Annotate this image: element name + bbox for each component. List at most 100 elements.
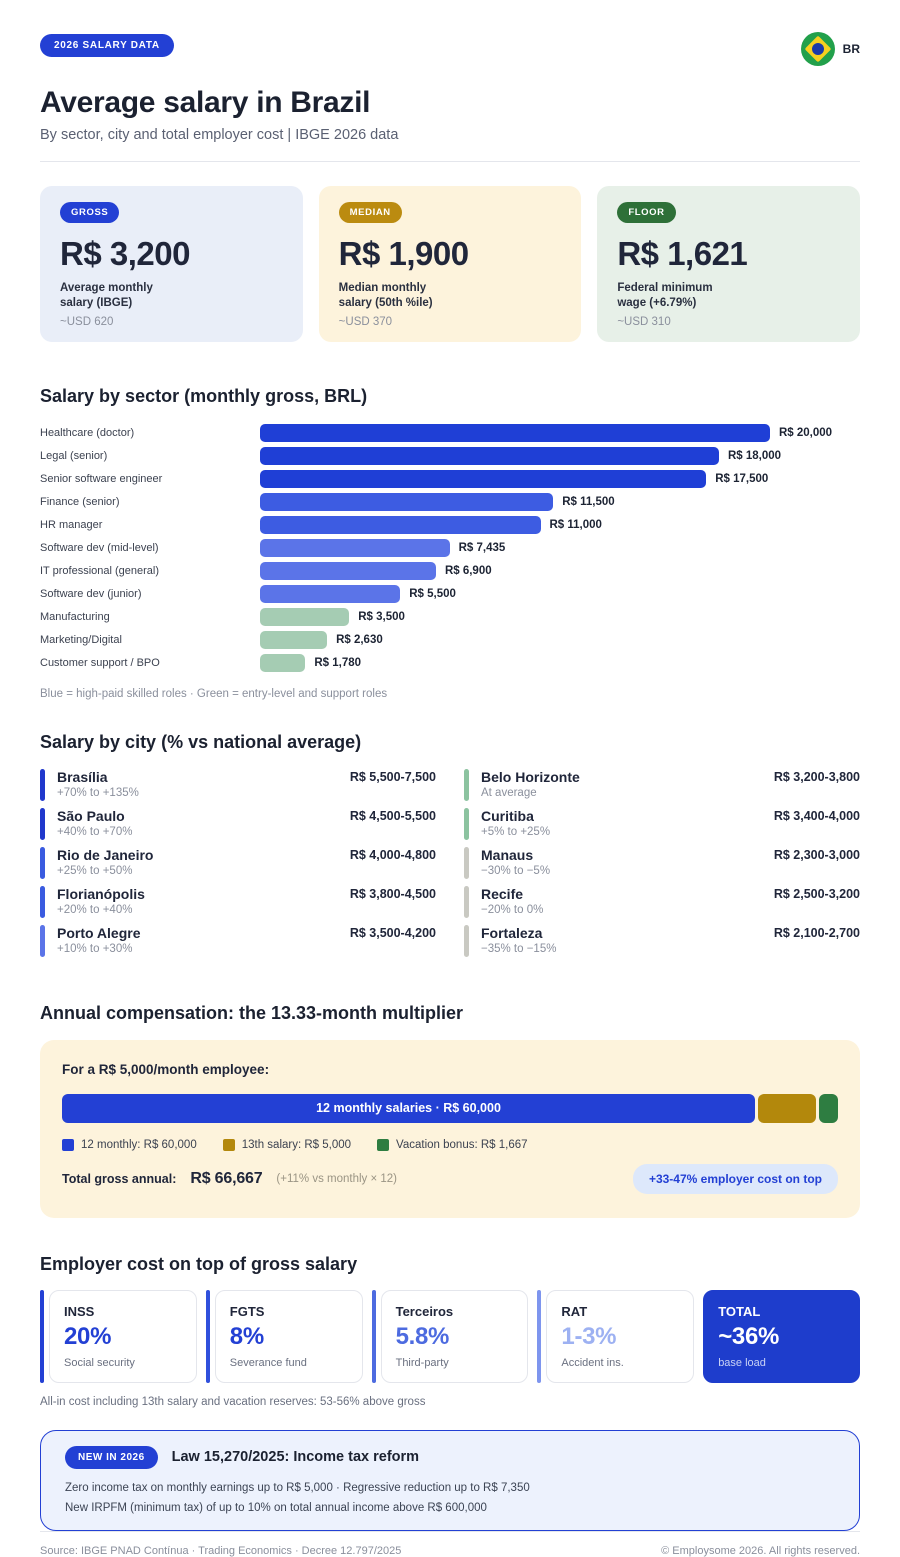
sector-bar-row: IT professional (general) R$ 6,900 xyxy=(40,560,860,583)
city-name: Porto Alegre xyxy=(57,924,141,941)
sector-bar-row: Software dev (junior) R$ 5,500 xyxy=(40,583,860,606)
legend-label: 13th salary: R$ 5,000 xyxy=(241,1138,352,1151)
country-indicator: BR xyxy=(800,32,860,66)
stat-value: R$ 3,200 xyxy=(60,235,190,272)
sector-bar xyxy=(260,654,306,673)
legend-swatch-icon xyxy=(222,1138,235,1151)
sector-bar xyxy=(260,516,541,535)
annual-legend-item: 13th salary: R$ 5,000 xyxy=(222,1138,352,1151)
new-in-2026-badge: NEW IN 2026 xyxy=(65,1445,158,1469)
city-percent-range: −30% to −5% xyxy=(481,864,551,877)
stat-usd: ~USD 370 xyxy=(338,315,393,328)
sector-track: R$ 11,000 xyxy=(260,516,860,535)
city-main: Recife −20% to 0% xyxy=(481,886,774,916)
stat-cards-row: GROSS R$ 3,200 Average monthly salary (IBG… xyxy=(40,186,861,342)
city-item: Manaus −30% to −5% R$ 2,300-3,000 xyxy=(464,846,860,879)
cost-desc: Social security xyxy=(64,1356,135,1369)
stat-desc: Average monthly salary (IBGE) xyxy=(60,282,153,309)
cost-percent: 5.8% xyxy=(395,1322,450,1350)
stat-card-gross: GROSS R$ 3,200 Average monthly salary (IBG… xyxy=(40,186,303,342)
stat-badge: GROSS xyxy=(60,202,120,223)
city-name: Belo Horizonte xyxy=(481,768,580,785)
annual-legend-item: Vacation bonus: R$ 1,667 xyxy=(377,1138,528,1151)
legend-label: Vacation bonus: R$ 1,667 xyxy=(396,1138,528,1151)
city-column-left: Brasília +70% to +135% R$ 5,500-7,500 São P… xyxy=(40,768,436,957)
cost-accent-bar xyxy=(40,1289,44,1383)
sector-label: HR manager xyxy=(40,519,103,532)
stat-usd: ~USD 310 xyxy=(617,315,671,328)
cost-card-total: TOTAL ~36% base load xyxy=(703,1289,860,1383)
sector-bar xyxy=(260,631,328,650)
city-percent-range: +25% to +50% xyxy=(57,864,133,877)
city-percent-range: −20% to 0% xyxy=(481,903,544,916)
annual-card-title: For a R$ 5,000/month employee: xyxy=(62,1061,270,1077)
total-gross-note: (+11% vs monthly × 12) xyxy=(276,1172,398,1185)
city-name: Fortaleza xyxy=(481,924,543,941)
law-title: Law 15,270/2025: Income tax reform xyxy=(171,1449,420,1466)
city-main: Belo Horizonte At average xyxy=(481,769,774,799)
annual-segment-2 xyxy=(818,1093,838,1123)
sector-value: R$ 5,500 xyxy=(409,588,456,601)
stat-card-floor: FLOOR R$ 1,621 Federal minimum wage (+6.79… xyxy=(597,186,861,342)
city-item: Belo Horizonte At average R$ 3,200-3,800 xyxy=(464,768,860,801)
sector-track: R$ 11,500 xyxy=(260,493,860,512)
sector-track: R$ 17,500 xyxy=(260,470,860,489)
sector-label: Healthcare (doctor) xyxy=(40,427,135,440)
page-subtitle: By sector, city and total employer cost … xyxy=(40,127,399,143)
sector-label: Software dev (junior) xyxy=(40,588,142,601)
all-in-cost-note: All-in cost including 13th salary and va… xyxy=(40,1395,426,1408)
sector-bar-row: HR manager R$ 11,000 xyxy=(40,514,860,537)
city-salary-range: R$ 2,300-3,000 xyxy=(773,847,860,862)
infographic-page: 2026 SALARY DATA BR Average salary in Br… xyxy=(40,32,861,1557)
city-main: Brasília +70% to +135% xyxy=(57,769,350,799)
city-item: Brasília +70% to +135% R$ 5,500-7,500 xyxy=(40,768,436,801)
sector-bar-row: Finance (senior) R$ 11,500 xyxy=(40,491,860,514)
sector-value: R$ 6,900 xyxy=(444,565,492,578)
law-line-2: New IRPFM (minimum tax) of up to 10% on … xyxy=(65,1501,487,1514)
cost-percent: 8% xyxy=(229,1322,264,1350)
sector-track: R$ 18,000 xyxy=(260,447,860,466)
sector-section-heading: Salary by sector (monthly gross, BRL) xyxy=(40,385,368,406)
footer: Source: IBGE PNAD Contínua · Trading Eco… xyxy=(40,1530,860,1557)
city-accent-bar xyxy=(40,924,45,957)
page-title: Average salary in Brazil xyxy=(40,86,371,119)
sector-bar-chart: Healthcare (doctor) R$ 20,000 Legal (senio… xyxy=(40,422,860,675)
cost-card-body: INSS 20% Social security xyxy=(49,1289,197,1383)
city-name: Rio de Janeiro xyxy=(57,846,154,863)
sector-value: R$ 11,500 xyxy=(562,496,615,509)
city-name: Curitiba xyxy=(481,807,534,824)
sector-track: R$ 20,000 xyxy=(260,424,860,443)
cost-card-body: FGTS 8% Severance fund xyxy=(214,1289,363,1383)
stat-desc: Median monthly salary (50th %ile) xyxy=(338,282,433,309)
sector-bar xyxy=(260,539,450,558)
cost-section-heading: Employer cost on top of gross salary xyxy=(40,1253,358,1274)
city-percent-range: +40% to +70% xyxy=(57,825,133,838)
city-accent-bar xyxy=(464,768,469,801)
city-item: Fortaleza −35% to −15% R$ 2,100-2,700 xyxy=(464,924,860,957)
stat-value: R$ 1,900 xyxy=(338,235,469,272)
city-percent-range: +70% to +135% xyxy=(57,786,139,799)
law-card-header: NEW IN 2026 Law 15,270/2025: Income tax … xyxy=(65,1445,835,1469)
cost-desc: Accident ins. xyxy=(561,1356,624,1369)
sector-bar-row: Marketing/Digital R$ 2,630 xyxy=(40,629,860,652)
cost-name: RAT xyxy=(561,1303,588,1319)
sector-bar-row: Software dev (mid-level) R$ 7,435 xyxy=(40,537,860,560)
country-code-label: BR xyxy=(842,42,860,56)
sector-track: R$ 3,500 xyxy=(260,608,860,627)
city-salary-range: R$ 2,100-2,700 xyxy=(773,925,860,940)
city-item: Porto Alegre +10% to +30% R$ 3,500-4,200 xyxy=(40,924,436,957)
cost-percent: 1-3% xyxy=(561,1322,617,1350)
sector-track: R$ 1,780 xyxy=(260,654,860,673)
city-item: Recife −20% to 0% R$ 2,500-3,200 xyxy=(464,885,860,918)
city-salary-range: R$ 4,000-4,800 xyxy=(349,847,436,862)
stat-card-median: MEDIAN R$ 1,900 Median monthly salary (50t… xyxy=(318,186,582,342)
header: 2026 SALARY DATA BR xyxy=(40,32,860,66)
city-percent-range: −35% to −15% xyxy=(481,942,557,955)
cost-name: TOTAL xyxy=(718,1303,761,1319)
city-name: São Paulo xyxy=(57,807,125,824)
city-main: Rio de Janeiro +25% to +50% xyxy=(57,847,350,877)
city-item: Florianópolis +20% to +40% R$ 3,800-4,500 xyxy=(40,885,436,918)
stat-badge: FLOOR xyxy=(617,202,676,223)
sector-label: Senior software engineer xyxy=(40,473,163,486)
sector-bar-row: Customer support / BPO R$ 1,780 xyxy=(40,652,860,675)
